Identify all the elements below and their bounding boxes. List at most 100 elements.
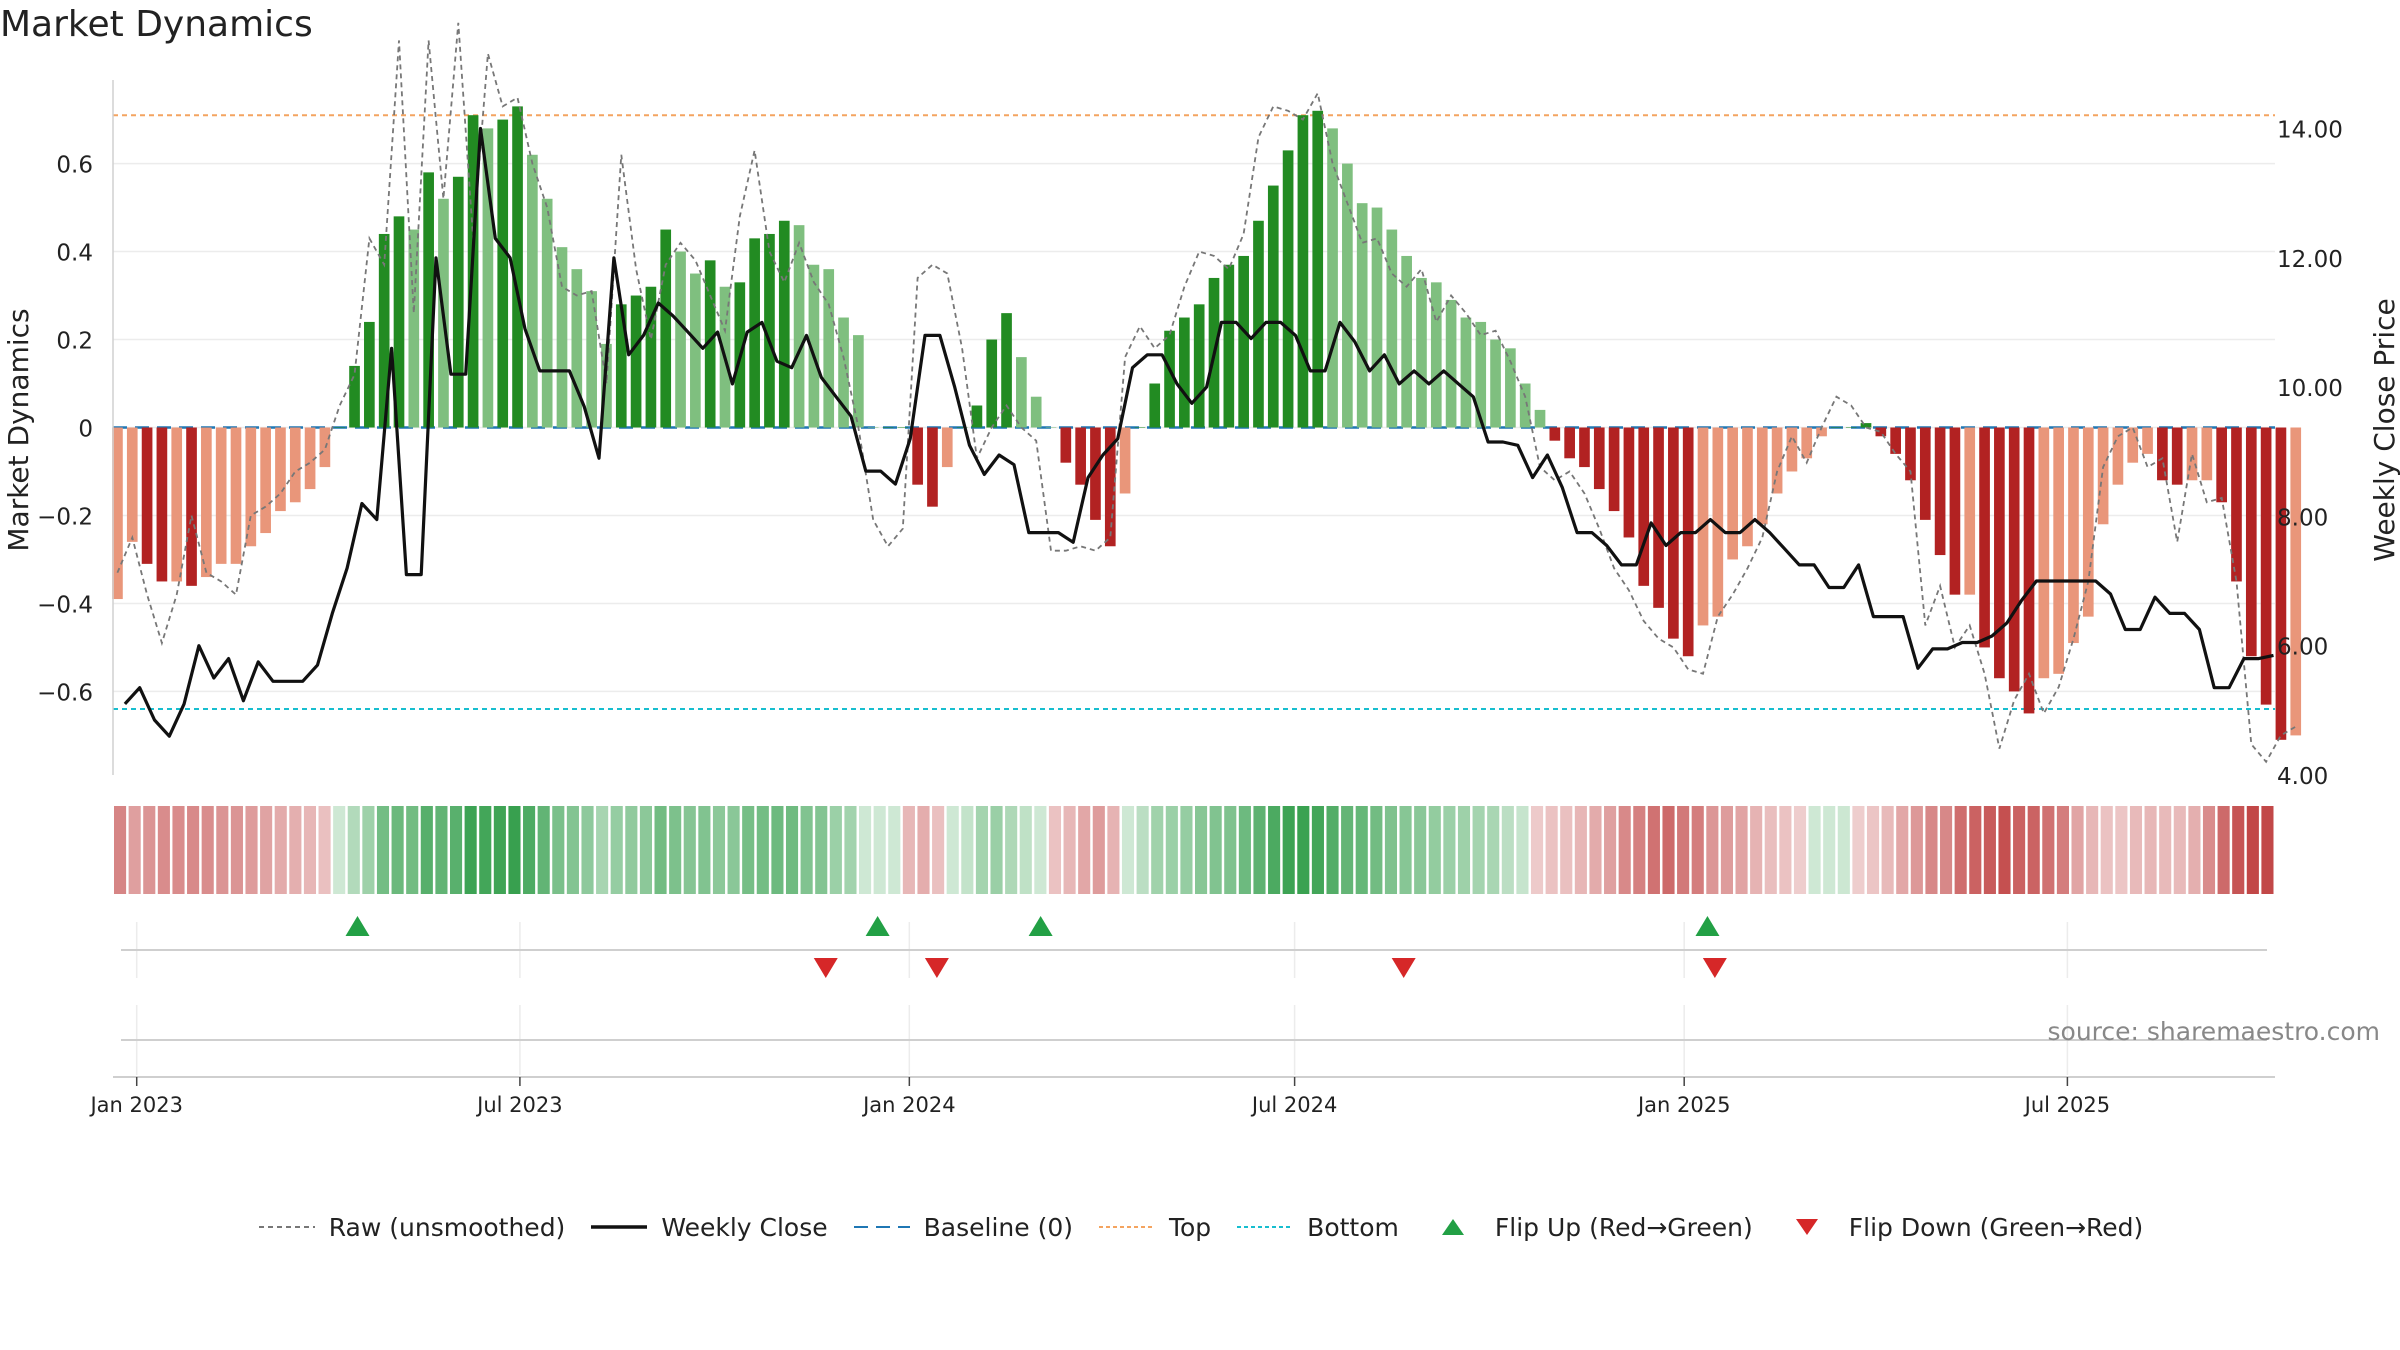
md-bar xyxy=(1001,313,1012,428)
legend-item: Baseline (0) xyxy=(852,1213,1073,1242)
md-bar xyxy=(2231,427,2242,582)
heat-cell xyxy=(1253,806,1266,894)
heat-cell xyxy=(1706,806,1719,894)
heat-cell xyxy=(654,806,667,894)
md-bar xyxy=(927,427,938,507)
heat-cell xyxy=(1165,806,1178,894)
state-heat-strip xyxy=(114,806,2274,894)
heat-cell xyxy=(2232,806,2245,894)
legend-line-swatch xyxy=(1237,1226,1294,1228)
heat-cell xyxy=(1326,806,1339,894)
md-bar xyxy=(1505,348,1516,428)
heat-cell xyxy=(727,806,740,894)
heat-cell xyxy=(1428,806,1441,894)
heat-cell xyxy=(2217,806,2230,894)
y-tick-label-right: 14.00 xyxy=(2277,117,2343,143)
md-bar xyxy=(690,273,701,428)
heat-cell xyxy=(669,806,682,894)
heat-cell xyxy=(1195,806,1208,894)
md-bar xyxy=(1668,427,1679,639)
md-bar xyxy=(1282,150,1294,428)
heat-cell xyxy=(1910,806,1923,894)
md-bar xyxy=(2290,427,2302,736)
md-bar xyxy=(393,216,405,428)
heat-cell xyxy=(1516,806,1529,894)
md-bar xyxy=(289,427,301,503)
heat-cell xyxy=(683,806,696,894)
heat-cell xyxy=(143,806,156,894)
heat-cell xyxy=(1268,806,1281,894)
y-tick-label-right: 8.00 xyxy=(2277,505,2328,531)
md-bar xyxy=(1623,427,1635,538)
md-bar xyxy=(1075,427,1086,485)
md-bar xyxy=(141,427,153,564)
md-bar xyxy=(1756,427,1768,525)
legend-label: Top xyxy=(1168,1212,1212,1242)
heat-cell xyxy=(1019,806,1032,894)
md-bar xyxy=(1653,427,1664,608)
heat-cell xyxy=(1998,806,2011,894)
legend-label: Bottom xyxy=(1307,1212,1399,1242)
axes: −0.6 −0.4 −0.2 0 0.2 0.4 0.6 4.00 6.00 8.00 10.00 1… xyxy=(37,80,2343,790)
heat-cell xyxy=(1779,806,1792,894)
flip-up-marker xyxy=(1695,916,1720,936)
md-bar xyxy=(586,291,597,428)
heat-cell xyxy=(493,806,506,894)
heat-cell xyxy=(449,806,463,894)
heat-cell xyxy=(917,806,930,894)
heat-cell xyxy=(1662,806,1675,894)
md-bar xyxy=(778,220,790,428)
heat-cell xyxy=(712,806,726,894)
heat-cell xyxy=(1764,806,1777,894)
md-bar xyxy=(2260,427,2272,705)
heat-cell xyxy=(201,806,214,894)
md-bar xyxy=(1549,427,1561,441)
heat-cell xyxy=(1034,806,1047,894)
md-bar xyxy=(793,225,805,428)
md-bar xyxy=(1045,427,1057,428)
heat-cell xyxy=(2071,806,2084,894)
legend-item: Flip Down (Green→Red) xyxy=(1777,1212,2144,1242)
legend-label: Flip Down (Green→Red) xyxy=(1848,1212,2144,1242)
heat-cell xyxy=(1720,806,1733,894)
md-bar xyxy=(364,321,375,428)
md-bar xyxy=(1475,321,1487,428)
md-bar xyxy=(2097,427,2109,525)
heat-cell xyxy=(1823,806,1836,894)
heat-cell xyxy=(1881,806,1894,894)
md-bar xyxy=(2142,427,2153,454)
heat-cell xyxy=(1078,806,1091,894)
md-bar xyxy=(215,427,227,564)
md-bar xyxy=(823,269,835,428)
heat-cell xyxy=(1048,806,1062,894)
md-bar xyxy=(512,106,523,428)
heat-cell xyxy=(1837,806,1850,894)
series-lines xyxy=(116,22,2297,764)
md-bar xyxy=(749,238,760,428)
x-tick-label: Jan 2023 xyxy=(88,1093,183,1117)
md-bar xyxy=(571,269,583,428)
md-bar xyxy=(1875,427,1887,437)
md-bar xyxy=(334,427,346,428)
heat-cell xyxy=(1370,806,1383,894)
heat-cell xyxy=(785,806,799,894)
heat-cell xyxy=(187,806,200,894)
heat-cell xyxy=(2261,806,2274,894)
md-bar xyxy=(615,304,627,428)
md-bar xyxy=(2023,427,2035,714)
heat-cell xyxy=(1457,806,1471,894)
md-bar xyxy=(1297,115,1309,428)
heat-cell xyxy=(2173,806,2186,894)
legend-item: Flip Up (Red→Green) xyxy=(1423,1213,1753,1242)
md-bar xyxy=(1149,383,1161,428)
heat-cell xyxy=(260,806,273,894)
heat-cell xyxy=(2115,806,2128,894)
heat-cell xyxy=(1355,806,1368,894)
flip-markers-panel xyxy=(121,916,2267,1041)
md-bar xyxy=(2068,427,2079,644)
legend-item: Bottom xyxy=(1235,1213,1399,1242)
y-tick-label-right: 10.00 xyxy=(2277,376,2343,402)
md-bar xyxy=(704,260,716,428)
legend-line-swatch xyxy=(591,1225,648,1229)
